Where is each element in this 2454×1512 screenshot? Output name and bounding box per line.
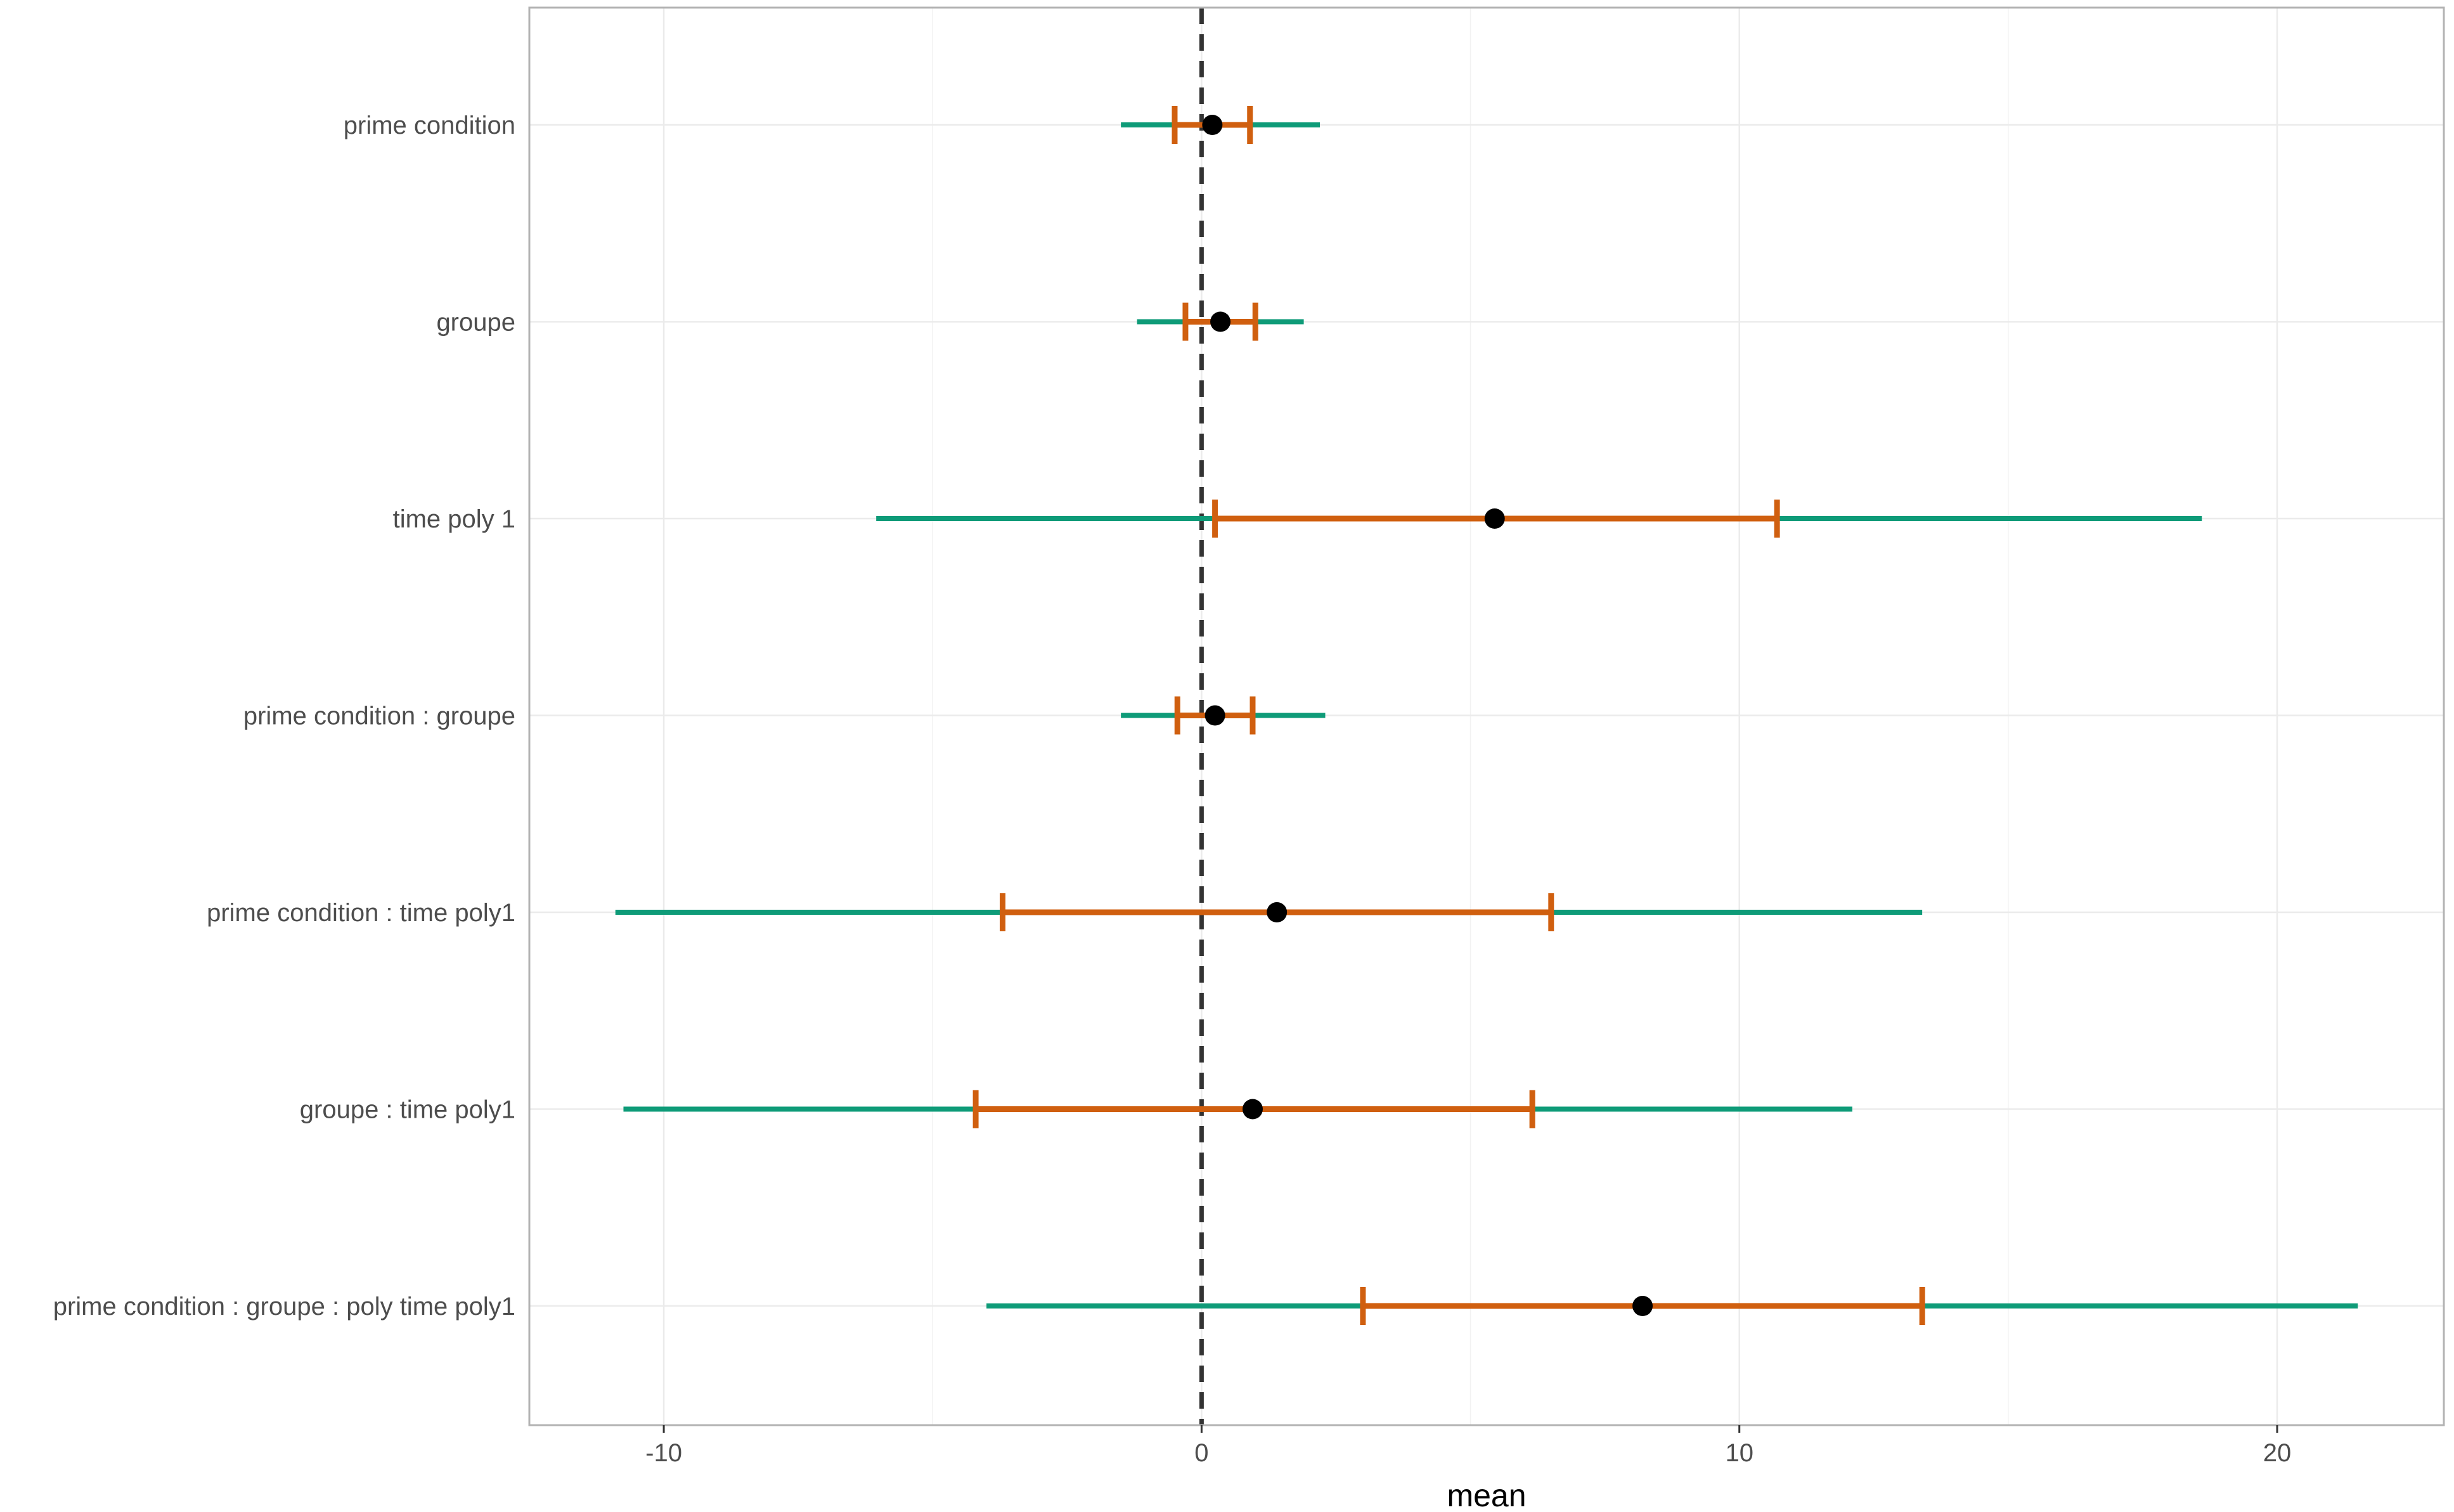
- mean-point: [1242, 1099, 1263, 1120]
- mean-point: [1204, 705, 1225, 726]
- mean-point: [1484, 508, 1505, 529]
- y-axis-label: prime condition : time poly1: [207, 899, 515, 927]
- mean-point: [1210, 311, 1231, 332]
- x-tick-label: 20: [2263, 1439, 2292, 1467]
- y-axis-label: prime condition: [344, 112, 515, 139]
- x-axis-ticks: -10 0 10 20: [645, 1425, 2291, 1467]
- y-axis-label: groupe : time poly1: [300, 1096, 515, 1124]
- y-axis-label: groupe: [436, 309, 515, 337]
- y-axis-label: prime condition : groupe : poly time pol…: [53, 1293, 515, 1321]
- x-tick-label: 0: [1194, 1439, 1208, 1467]
- x-tick-label: -10: [645, 1439, 682, 1467]
- y-axis-label: time poly 1: [393, 505, 515, 533]
- x-axis-title: mean: [1447, 1478, 1526, 1512]
- y-axis-label: prime condition : groupe: [243, 702, 515, 730]
- panel-border: [528, 6, 2445, 1426]
- mean-point: [1202, 115, 1223, 135]
- mean-point: [1632, 1296, 1653, 1316]
- x-tick-label: 10: [1725, 1439, 1753, 1467]
- points: [1202, 115, 1653, 1316]
- intervals: [615, 106, 2358, 1325]
- minor-gridlines: [932, 8, 2009, 1425]
- y-axis-labels: prime condition groupe time poly 1 prime co…: [53, 112, 515, 1321]
- mean-point: [1267, 902, 1288, 922]
